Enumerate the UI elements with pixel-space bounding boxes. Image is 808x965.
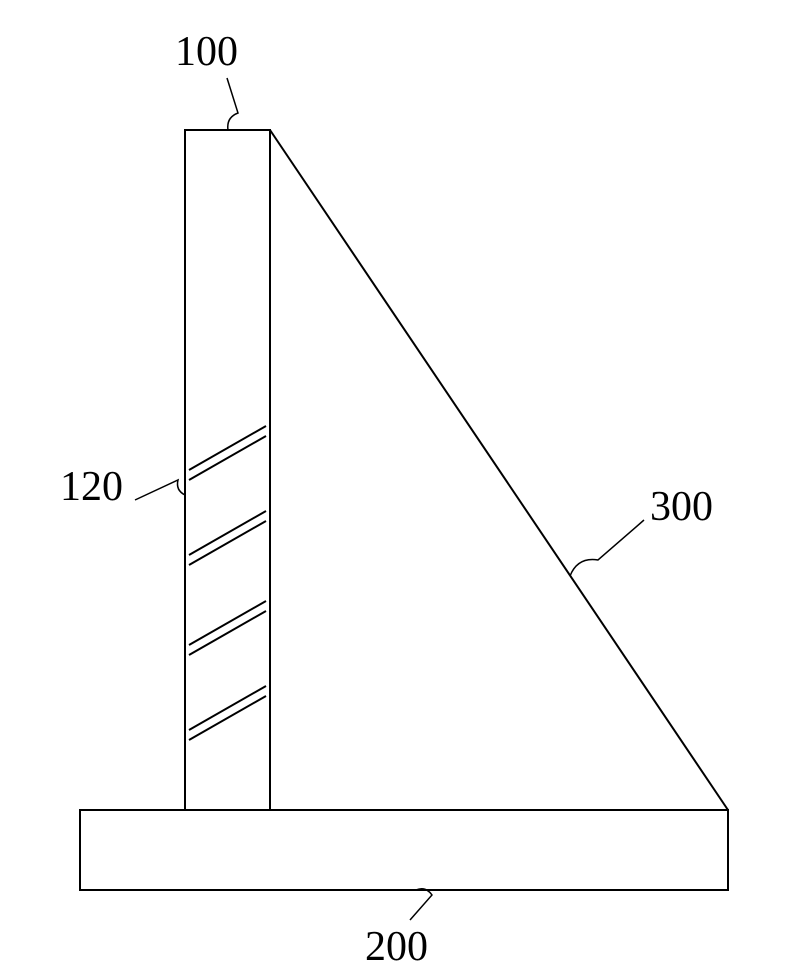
callout-l100: 100 bbox=[175, 29, 238, 130]
technical-diagram: 100 120 300 200 bbox=[0, 0, 808, 965]
callout-l120: 120 bbox=[60, 464, 185, 510]
label-l120: 120 bbox=[60, 464, 123, 510]
callout-l200: 200 bbox=[365, 889, 432, 965]
base bbox=[80, 810, 728, 890]
callout-l300: 300 bbox=[570, 484, 713, 576]
leader-l120 bbox=[135, 480, 185, 500]
label-l200: 200 bbox=[365, 924, 428, 965]
label-l100: 100 bbox=[175, 29, 238, 75]
leader-l200 bbox=[410, 889, 432, 920]
leader-l300 bbox=[570, 520, 644, 576]
hatch-group bbox=[189, 426, 266, 740]
brace bbox=[270, 130, 728, 810]
label-l300: 300 bbox=[650, 484, 713, 530]
leader-l100 bbox=[227, 78, 238, 130]
